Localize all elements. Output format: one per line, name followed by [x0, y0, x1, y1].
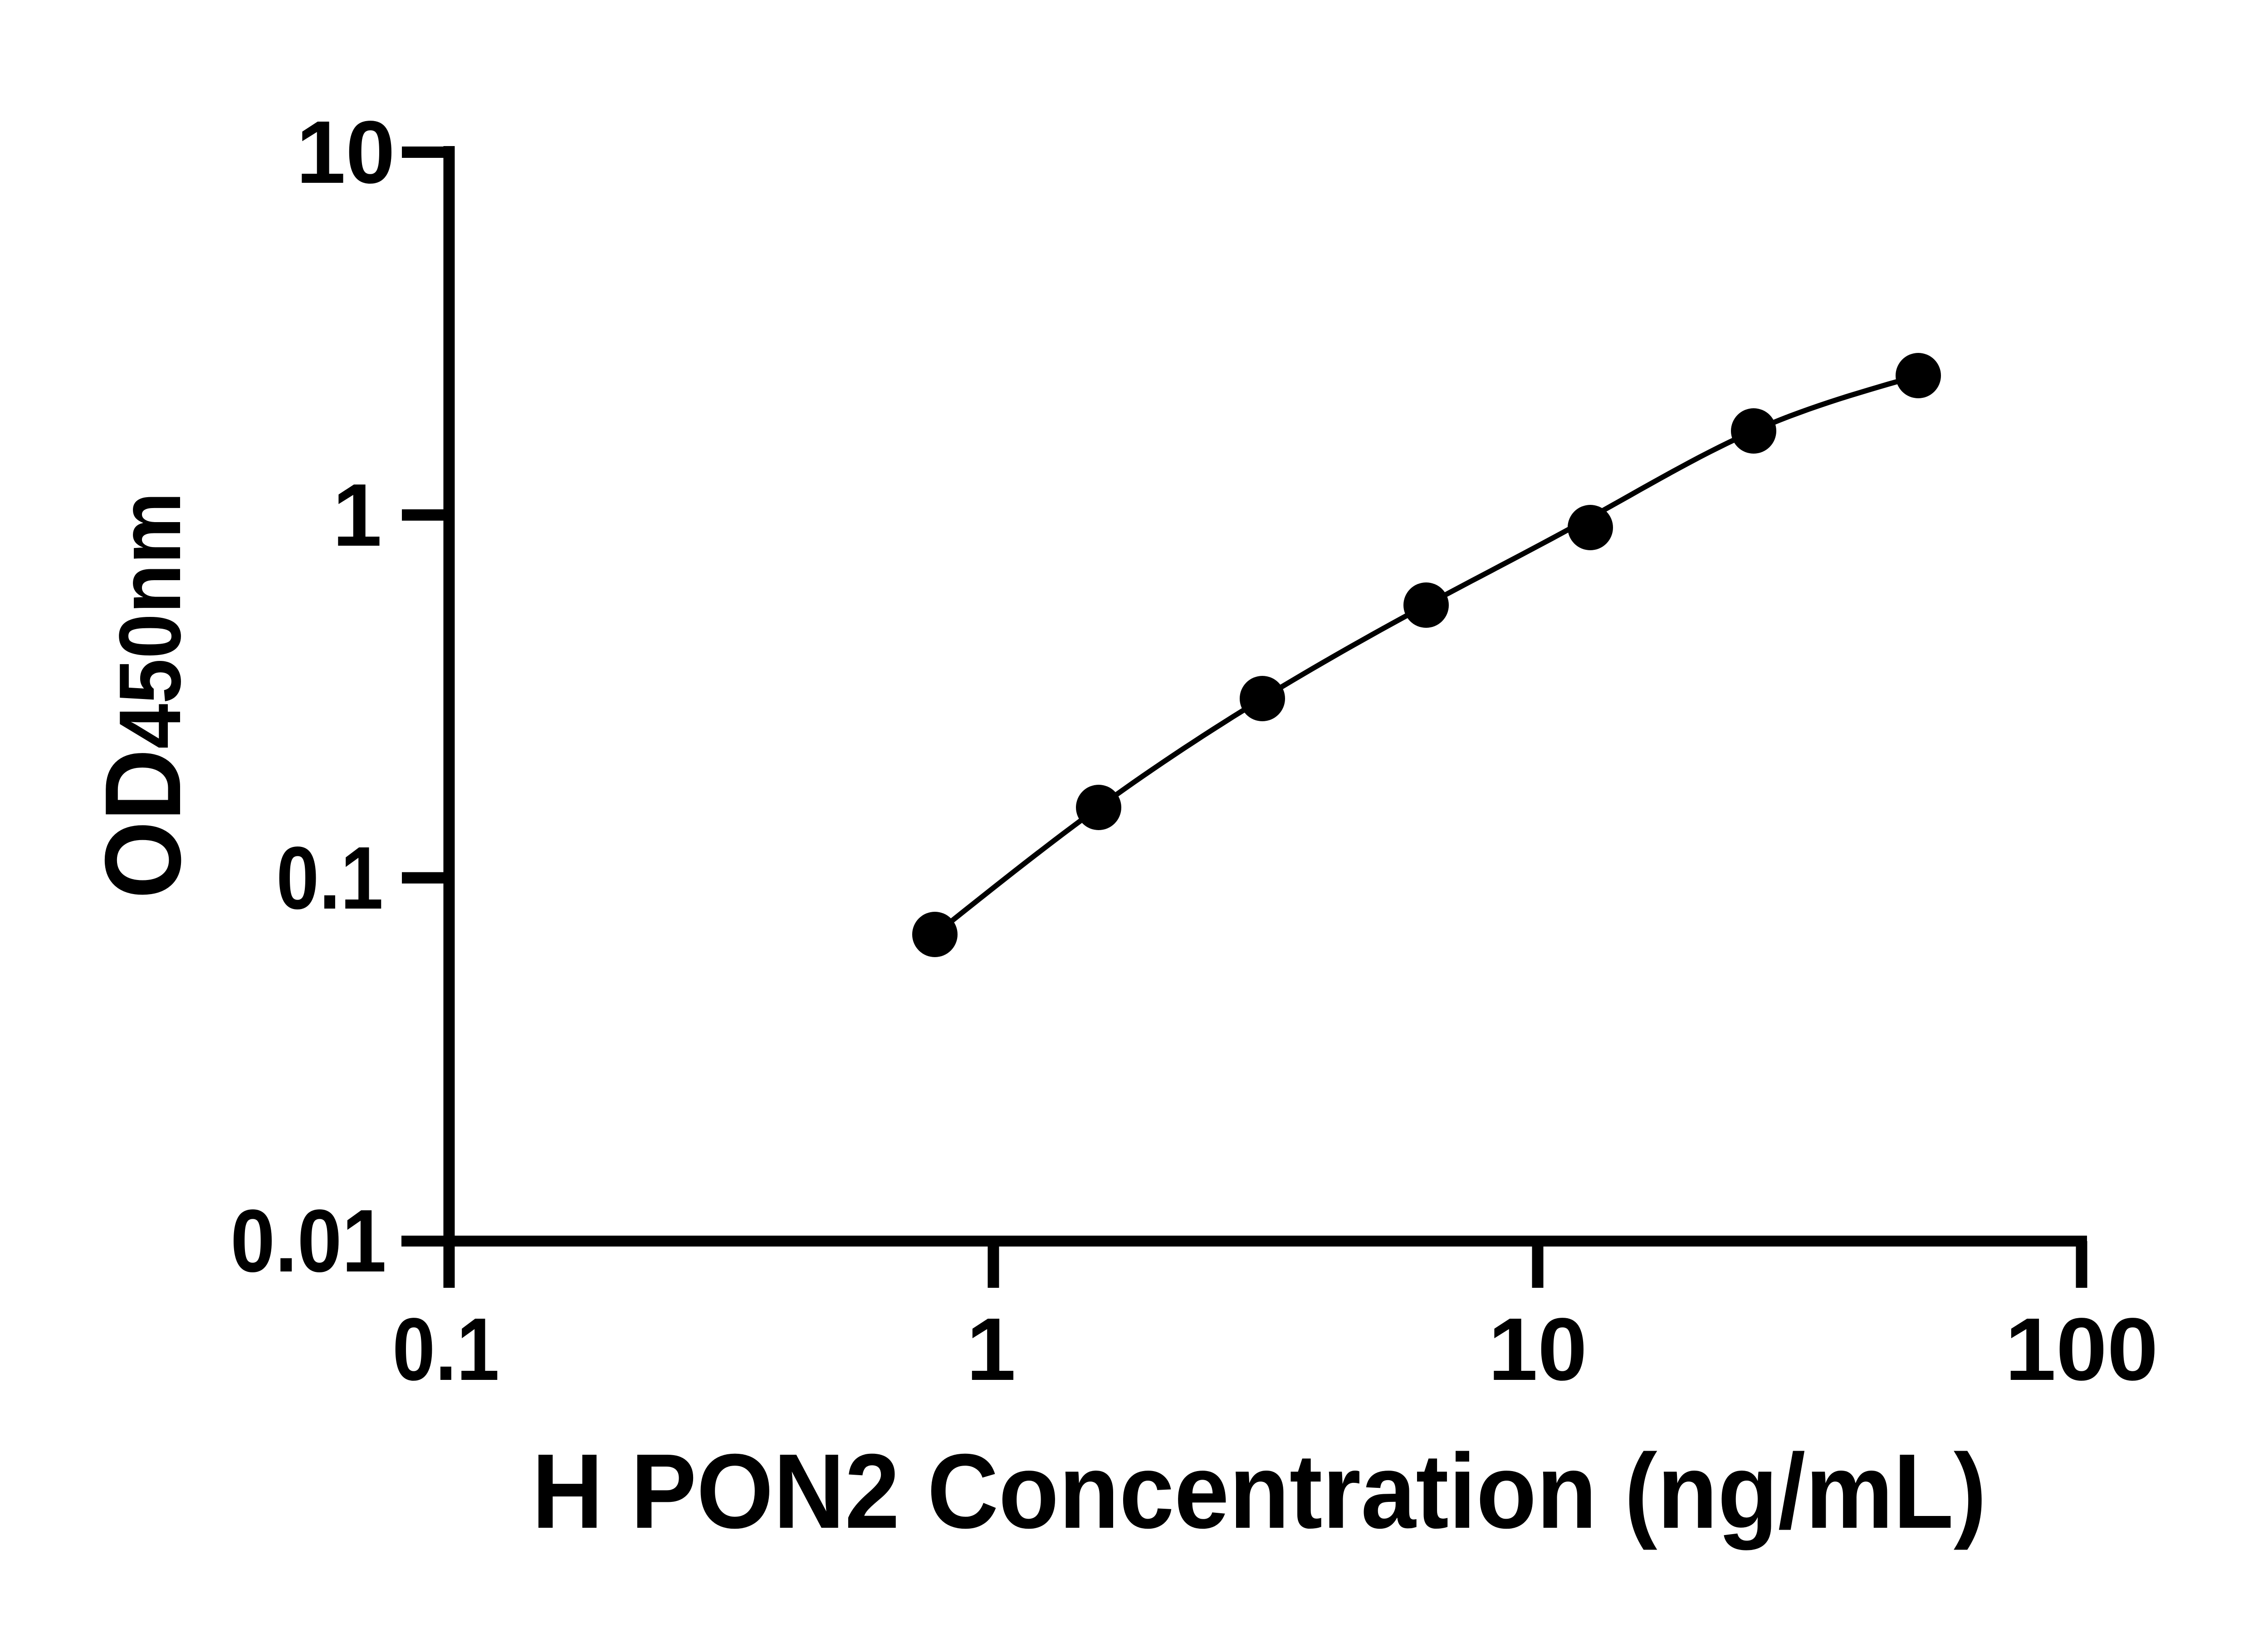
svg-text:10: 10 — [1488, 1300, 1587, 1399]
svg-text:10: 10 — [296, 103, 395, 202]
svg-text:OD450nm: OD450nm — [83, 492, 203, 899]
svg-text:0.1: 0.1 — [276, 828, 383, 928]
svg-text:H PON2 Concentration (ng/mL): H PON2 Concentration (ng/mL) — [532, 1432, 1987, 1550]
svg-text:0.01: 0.01 — [230, 1191, 386, 1291]
svg-text:1: 1 — [966, 1300, 1016, 1399]
svg-text:0.1: 0.1 — [392, 1300, 499, 1399]
svg-text:1: 1 — [332, 465, 382, 565]
svg-text:100: 100 — [2005, 1300, 2158, 1399]
